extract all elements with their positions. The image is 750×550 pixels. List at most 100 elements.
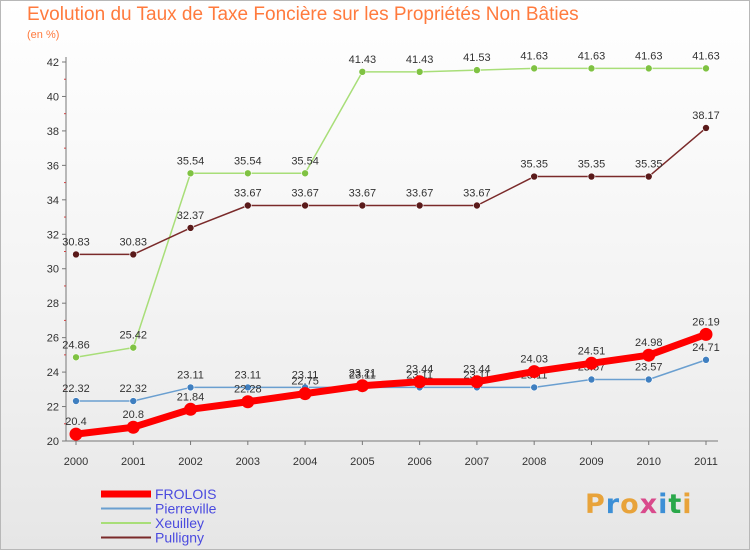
y-tick-label: 26 — [47, 333, 59, 345]
data-point — [644, 375, 653, 384]
y-tick-label: 38 — [47, 126, 59, 138]
data-point — [415, 68, 424, 76]
data-label: 21.84 — [177, 391, 205, 403]
data-label: 33.67 — [406, 188, 434, 200]
data-label: 41.63 — [692, 50, 720, 62]
x-tick-label: 2003 — [236, 456, 260, 468]
data-label: 24.86 — [62, 339, 90, 351]
x-tick-label: 2000 — [64, 456, 88, 468]
proxiti-logo: Proxiti — [585, 489, 693, 520]
data-label: 35.35 — [635, 159, 663, 171]
data-point — [244, 169, 252, 178]
data-label: 24.03 — [520, 354, 548, 366]
legend-label-pulligny: Pulligny — [155, 530, 204, 546]
data-point — [702, 124, 710, 132]
data-label: 33.67 — [234, 188, 262, 200]
x-tick-label: 2006 — [407, 456, 431, 468]
data-point — [473, 66, 481, 74]
y-tick-label: 28 — [47, 298, 59, 310]
data-label: 26.19 — [692, 316, 720, 328]
data-point — [301, 201, 309, 210]
data-point — [358, 201, 367, 210]
data-label: 25.42 — [120, 330, 148, 342]
y-tick-label: 32 — [47, 229, 59, 241]
data-point — [301, 169, 309, 178]
data-label: 41.43 — [349, 54, 377, 66]
x-tick-label: 2009 — [579, 456, 603, 468]
x-tick-label: 2005 — [350, 456, 374, 468]
data-label: 22.28 — [234, 384, 262, 396]
data-point — [587, 172, 596, 181]
y-tick-label: 30 — [47, 264, 59, 276]
data-label: 41.63 — [635, 50, 663, 62]
x-tick-label: 2011 — [694, 456, 718, 468]
data-label: 35.35 — [520, 159, 548, 171]
data-point — [587, 64, 596, 73]
data-label: 22.75 — [291, 376, 319, 388]
x-tick-label: 2002 — [178, 456, 202, 468]
brand-letter: r — [605, 489, 621, 520]
data-point — [702, 64, 710, 73]
series-line-xeuilley — [75, 67, 706, 359]
data-label: 35.54 — [234, 155, 262, 167]
data-point — [72, 353, 80, 362]
data-label: 33.67 — [463, 188, 491, 200]
data-point — [244, 201, 252, 210]
brand-letter: o — [620, 489, 640, 520]
data-point — [702, 356, 710, 364]
data-point — [587, 375, 596, 384]
legend-label-xeuilley: Xeuilley — [155, 515, 204, 531]
data-point — [186, 383, 195, 392]
data-point — [129, 343, 138, 352]
data-label: 33.67 — [291, 188, 319, 200]
data-label: 24.98 — [635, 337, 663, 349]
y-tick-label: 40 — [47, 91, 59, 103]
data-label: 20.4 — [65, 416, 86, 428]
data-label: 23.11 — [349, 369, 376, 381]
data-point — [186, 169, 195, 178]
data-label: 22.32 — [62, 383, 90, 395]
brand-letter: i — [658, 489, 669, 520]
data-point — [473, 201, 481, 210]
data-label: 23.11 — [234, 369, 261, 381]
data-label: 41.53 — [463, 52, 491, 64]
data-point — [69, 427, 83, 441]
data-label: 41.43 — [406, 54, 434, 66]
legend-label-pierreville: Pierreville — [155, 501, 217, 517]
y-axis-unit: (en %) — [27, 29, 60, 41]
y-tick-label: 36 — [47, 160, 59, 172]
data-label: 35.54 — [291, 155, 319, 167]
data-label: 23.44 — [463, 364, 491, 376]
data-point — [530, 64, 538, 73]
data-label: 35.54 — [177, 155, 205, 167]
data-point — [129, 250, 138, 259]
y-tick-label: 24 — [47, 367, 59, 379]
y-tick-label: 34 — [47, 195, 59, 207]
data-point — [530, 383, 538, 392]
data-point — [470, 375, 484, 389]
brand-letter: P — [585, 489, 606, 520]
data-point — [126, 420, 140, 434]
data-point — [184, 402, 198, 416]
data-label: 33.67 — [349, 188, 377, 200]
chart-title: Evolution du Taux de Taxe Foncière sur l… — [27, 4, 579, 25]
data-label: 38.17 — [692, 110, 720, 122]
data-label: 30.83 — [62, 236, 90, 248]
series-line-frolois — [75, 331, 708, 438]
data-label: 23.44 — [406, 364, 434, 376]
x-tick-label: 2007 — [465, 456, 489, 468]
y-tick-label: 20 — [47, 436, 59, 448]
brand-letter: x — [639, 489, 659, 520]
data-point — [527, 365, 541, 379]
data-label: 23.21 — [349, 368, 377, 380]
x-tick-label: 2010 — [636, 456, 660, 468]
data-point — [186, 224, 195, 232]
data-point — [530, 172, 538, 181]
y-tick-label: 22 — [47, 402, 59, 414]
data-label: 20.8 — [123, 409, 144, 421]
data-point — [644, 172, 653, 181]
data-point — [415, 201, 424, 210]
data-point — [584, 356, 598, 370]
